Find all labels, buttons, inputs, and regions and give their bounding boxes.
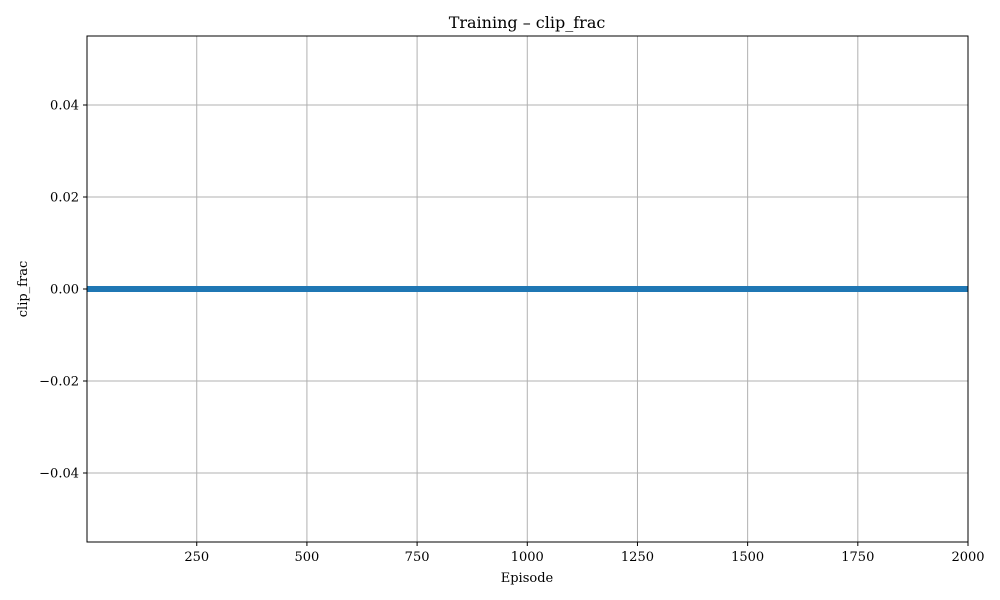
x-tick-label: 1250 xyxy=(621,550,654,565)
x-tick-label: 500 xyxy=(295,550,320,565)
y-axis-label: clip_frac xyxy=(16,261,31,317)
x-axis-label: Episode xyxy=(501,571,554,586)
x-tick-label: 1000 xyxy=(511,550,544,565)
chart-title: Training – clip_frac xyxy=(449,13,606,32)
x-tick-label: 2000 xyxy=(951,550,984,565)
y-tick-label: 0.00 xyxy=(50,283,79,298)
x-tick-label: 250 xyxy=(184,550,209,565)
x-tick-label: 750 xyxy=(405,550,430,565)
x-tick-label: 1750 xyxy=(841,550,874,565)
y-tick-label: −0.02 xyxy=(39,375,79,390)
x-tick-label: 1500 xyxy=(731,550,764,565)
y-tick-label: −0.04 xyxy=(39,467,79,482)
ticks: 250 500 750 1000 1250 1500 1750 2000 −0.04 −0.02 0… xyxy=(39,99,984,566)
y-tick-label: 0.04 xyxy=(50,99,79,114)
y-tick-label: 0.02 xyxy=(50,191,79,206)
